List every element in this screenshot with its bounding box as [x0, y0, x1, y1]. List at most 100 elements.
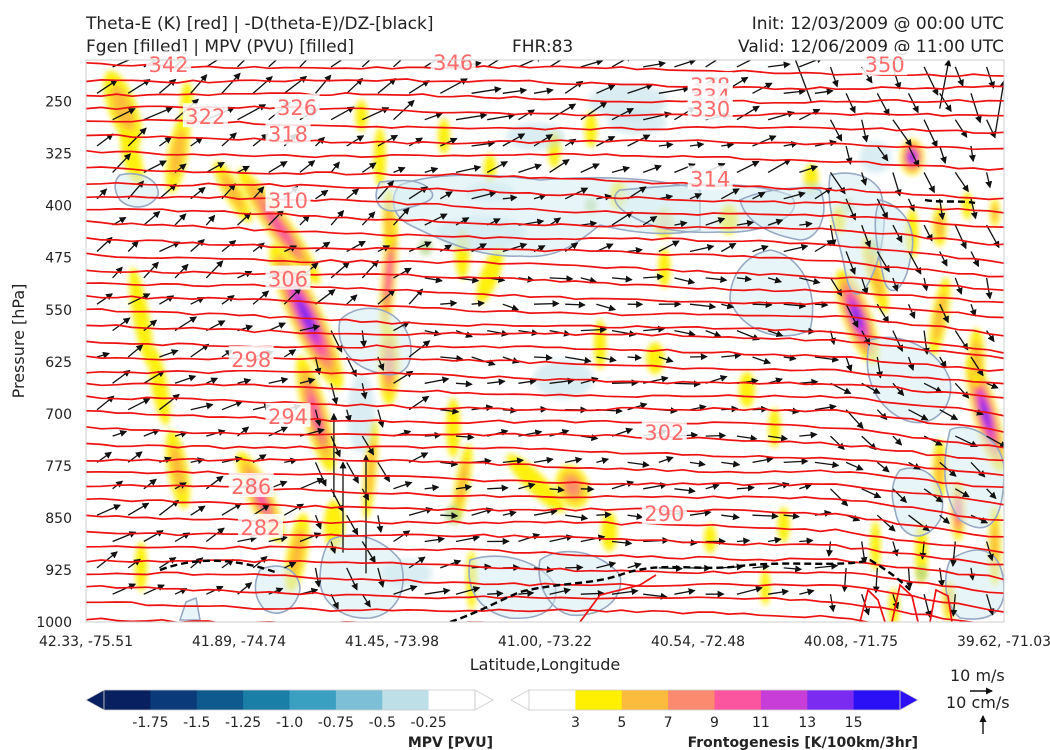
- vector-arrow: [471, 190, 497, 200]
- vector-arrow: [596, 84, 616, 94]
- theta-e-label: 286: [231, 475, 271, 499]
- colorbar-title: MPV [PVU]: [408, 735, 493, 750]
- vector-arrow: [252, 76, 273, 94]
- vector-arrow: [221, 400, 244, 411]
- vector-arrow: [565, 564, 584, 572]
- vector-arrow: [159, 349, 179, 358]
- vector-arrow: [143, 584, 165, 595]
- vector-arrow: [190, 505, 206, 516]
- vector-arrow: [549, 486, 565, 494]
- vector-arrow: [361, 541, 376, 564]
- vector-arrow: [393, 585, 418, 595]
- vector-arrow: [814, 461, 840, 469]
- theta-e-label-bg: [237, 513, 283, 538]
- colorbar-swatch: [714, 690, 762, 710]
- theta-e-label-bg: [228, 346, 274, 370]
- vector-arrow: [674, 220, 688, 228]
- vector-arrow: [486, 161, 509, 173]
- vector-arrow: [674, 329, 696, 337]
- frontogenesis-cell: [760, 569, 771, 606]
- vector-arrow: [985, 172, 993, 189]
- vector-arrow: [658, 85, 691, 94]
- vector-arrow: [954, 119, 968, 138]
- vector-arrow: [689, 460, 706, 468]
- vector-arrow: [627, 562, 642, 569]
- frontogenesis-level: [129, 267, 153, 366]
- vector-arrow: [674, 60, 697, 68]
- vector-arrow: [237, 378, 252, 385]
- vector-arrow: [954, 382, 970, 399]
- vector-arrow: [237, 535, 258, 543]
- colorbar-tick-label: -1.25: [225, 715, 261, 731]
- vector-arrow: [455, 483, 473, 491]
- colorbar-tick-label: -0.25: [410, 715, 446, 731]
- vector-arrow: [393, 166, 406, 174]
- vector-arrow: [939, 303, 949, 324]
- vector-arrow: [424, 376, 450, 384]
- frontogenesis-level: [933, 292, 947, 341]
- frontogenesis-level: [170, 129, 186, 178]
- vector-arrow: [96, 504, 121, 516]
- theta-e-contour: [86, 584, 978, 622]
- vector-arrow: [486, 60, 500, 68]
- vector-arrow: [96, 79, 118, 94]
- frontogenesis-level: [760, 569, 771, 606]
- vector-arrow: [315, 74, 332, 94]
- vector-arrow: [860, 541, 868, 565]
- vector-arrow: [237, 270, 253, 279]
- vector-arrow: [299, 160, 316, 173]
- vector-arrow: [440, 137, 458, 147]
- vector-arrow: [923, 66, 939, 96]
- theta-e-label: 298: [231, 348, 271, 372]
- vector-arrow: [314, 409, 322, 427]
- vector-arrow: [970, 93, 982, 124]
- vector-arrow: [471, 300, 485, 308]
- vector-arrow: [814, 88, 834, 96]
- vector-arrow: [424, 587, 451, 595]
- vector-arrow: [876, 409, 888, 421]
- frontogenesis-level: [297, 299, 316, 335]
- vector-arrow: [814, 403, 837, 411]
- y-axis-ticks: 250 325 400 475 550 625 700 775 850 925 1000: [36, 95, 72, 631]
- vector-arrow: [642, 215, 658, 226]
- vector-arrow: [205, 260, 224, 279]
- theta-e-label-bg: [182, 103, 228, 128]
- vector-arrow: [611, 275, 633, 283]
- colorbar-swatch: [529, 690, 576, 710]
- vector-arrow: [892, 593, 900, 610]
- vector-arrow: [845, 461, 864, 471]
- vector-arrow: [768, 588, 790, 596]
- theta-e-contour: [86, 208, 1004, 246]
- vector-arrow: [720, 188, 740, 200]
- vector-arrow: [502, 457, 524, 465]
- y-axis-label: Pressure [hPa]: [9, 284, 28, 399]
- vector-arrow: [658, 356, 674, 363]
- vector-arrow: [346, 188, 360, 200]
- vector-arrow: [986, 488, 997, 500]
- theta-e-label-bg: [641, 500, 687, 525]
- vector-arrow: [549, 587, 572, 595]
- vector-arrow: [906, 567, 914, 590]
- vector-arrow: [689, 244, 715, 253]
- vector-arrow: [393, 321, 411, 332]
- vector-arrow: [736, 160, 760, 173]
- vector-arrow: [580, 534, 606, 543]
- theta-e-contour: [86, 558, 1004, 595]
- vector-arrow: [907, 303, 916, 320]
- vector-arrow: [408, 340, 431, 358]
- vector-arrow: [268, 376, 289, 384]
- vector-arrow: [627, 83, 654, 94]
- colorbar-outline: [528, 689, 901, 711]
- vector-arrow: [330, 106, 355, 121]
- colorbar-tick-label: 9: [710, 715, 719, 731]
- vector-arrow: [939, 514, 950, 525]
- vector-arrow: [768, 434, 789, 442]
- vector-arrow: [643, 60, 666, 68]
- frontogenesis-cell: [929, 277, 951, 357]
- vector-arrow: [158, 183, 177, 200]
- vector-arrow: [502, 194, 518, 202]
- frontogenesis-level: [476, 246, 504, 304]
- vector-arrow: [611, 165, 631, 174]
- vector-arrow: [611, 539, 633, 547]
- vector-arrow: [190, 137, 204, 147]
